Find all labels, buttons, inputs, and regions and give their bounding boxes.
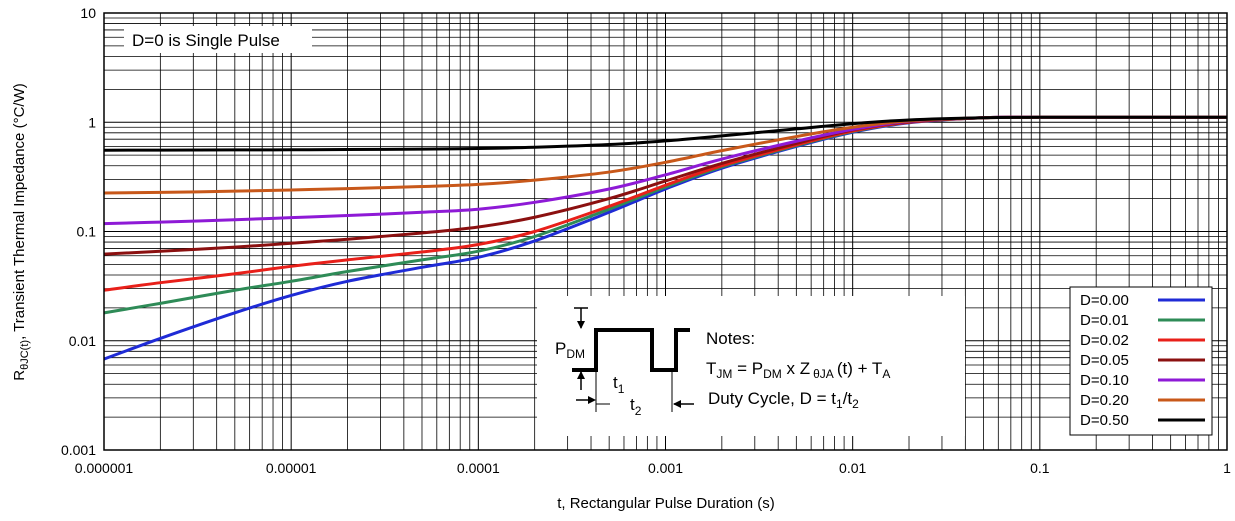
y-tick-label: 0.1	[77, 224, 97, 240]
legend-label: D=0.20	[1080, 392, 1129, 409]
x-axis-label: t, Rectangular Pulse Duration (s)	[557, 495, 775, 512]
x-tick-label: 0.01	[839, 460, 866, 476]
curves	[103, 115, 1227, 361]
x-tick-label: 0.0001	[457, 460, 500, 476]
t2-label: t2	[630, 395, 642, 418]
y-tick-label: 1	[88, 114, 96, 130]
notes-duty-cycle: Duty Cycle, D = t1/t2	[708, 389, 859, 411]
single-pulse-annotation: D=0 is Single Pulse	[132, 31, 280, 50]
legend-label: D=0.00	[1080, 292, 1129, 309]
notes-heading: Notes:	[706, 329, 755, 348]
x-tick-label: 0.1	[1030, 460, 1050, 476]
legend-label: D=0.50	[1080, 412, 1129, 429]
legend-label: D=0.02	[1080, 332, 1129, 349]
t1-label: t1	[613, 373, 625, 396]
annotation-box	[124, 26, 312, 53]
y-axis-label: RθJC(t), Transient Thermal Impedance (°C…	[11, 83, 31, 380]
x-tick-label: 0.00001	[266, 460, 317, 476]
pdm-label: PDM	[555, 339, 585, 361]
series-line-D=0.50	[103, 115, 1227, 152]
tick-labels: 0.000001 0.00001 0.0001 0.001 0.01 0.1 1 0.001 0…	[61, 5, 1231, 476]
pulse-waveform	[572, 328, 690, 372]
x-tick-label: 0.000001	[75, 460, 134, 476]
x-tick-label: 1	[1223, 460, 1231, 476]
legend: D=0.00 D=0.01 D=0.02 D=0.05 D=0.10 D=0.20 D=0.…	[1069, 286, 1213, 436]
legend-label: D=0.10	[1080, 372, 1129, 389]
y-tick-label: 0.001	[61, 442, 96, 458]
legend-label: D=0.05	[1080, 352, 1129, 369]
x-tick-label: 0.001	[648, 460, 683, 476]
y-tick-label: 10	[80, 5, 96, 21]
legend-label: D=0.01	[1080, 312, 1129, 329]
y-tick-label: 0.01	[69, 333, 96, 349]
plot-frame	[103, 12, 1228, 451]
